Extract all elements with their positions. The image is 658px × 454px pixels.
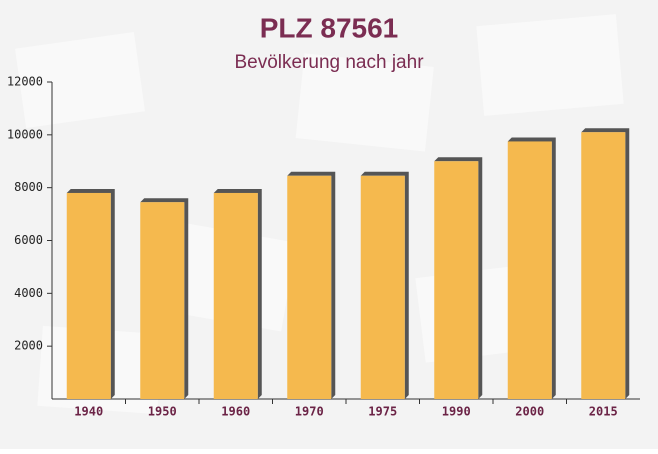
bar (66, 192, 111, 399)
bar (360, 175, 405, 399)
y-tick-label: 12000 (7, 75, 43, 89)
x-tick-label: 1960 (221, 405, 250, 419)
bar (434, 161, 479, 399)
bar (287, 175, 332, 399)
x-tick-label: 1940 (74, 405, 103, 419)
x-tick-label: 2000 (515, 405, 544, 419)
x-tick-label: 1990 (442, 405, 471, 419)
bar (581, 132, 626, 400)
bar (507, 141, 552, 399)
x-tick-label: 1975 (368, 405, 397, 419)
bar (140, 202, 185, 399)
bar (213, 192, 258, 399)
y-tick-label: 6000 (14, 233, 43, 247)
x-tick-label: 1950 (148, 405, 177, 419)
y-tick-label: 4000 (14, 286, 43, 300)
chart-title: PLZ 87561 (260, 12, 399, 43)
x-tick-label: 2015 (589, 405, 618, 419)
y-tick-label: 8000 (14, 180, 43, 194)
y-tick-label: 2000 (14, 339, 43, 353)
y-tick-label: 10000 (7, 127, 43, 141)
chart-subtitle: Bevölkerung nach jahr (234, 52, 424, 73)
x-tick-label: 1970 (295, 405, 324, 419)
